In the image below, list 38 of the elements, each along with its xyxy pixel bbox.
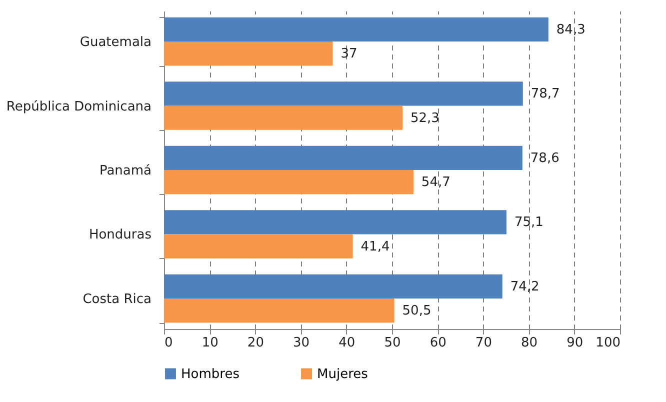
bar xyxy=(164,106,402,130)
data-label: 78,6 xyxy=(530,150,560,166)
bar xyxy=(164,234,353,258)
y-tick-label: República Dominicana xyxy=(6,99,152,114)
data-label: 41,4 xyxy=(360,239,390,254)
bar xyxy=(164,17,548,42)
x-tick-label: 10 xyxy=(202,336,218,350)
data-label: 52,3 xyxy=(410,110,440,126)
x-tick-label: 50 xyxy=(384,336,401,350)
data-label: 50,5 xyxy=(402,304,432,319)
data-label: 54,7 xyxy=(421,175,450,190)
bar xyxy=(164,146,522,170)
x-tick-label: 30 xyxy=(293,336,310,350)
bar xyxy=(164,210,506,234)
x-tick-label: 70 xyxy=(475,336,492,350)
bar xyxy=(164,42,333,66)
data-label: 37 xyxy=(340,46,358,62)
x-tick-label: 100 xyxy=(596,336,620,350)
y-tick-label: Panamá xyxy=(99,164,152,178)
bar xyxy=(164,274,502,298)
bar xyxy=(164,298,394,323)
legend-label: Hombres xyxy=(181,366,240,382)
bar xyxy=(164,170,414,194)
data-label: 75,1 xyxy=(514,215,544,230)
data-label: 78,7 xyxy=(530,86,560,102)
y-tick-label: Guatemala xyxy=(80,35,152,50)
x-tick-label: 60 xyxy=(430,336,446,350)
legend-label: Mujeres xyxy=(317,366,368,382)
data-label: 84,3 xyxy=(556,22,586,38)
bar xyxy=(164,82,523,106)
y-tick-label: Costa Rica xyxy=(82,292,152,307)
x-tick-label: 0 xyxy=(164,336,173,350)
x-tick-label: 80 xyxy=(521,336,538,350)
y-tick-label: Honduras xyxy=(88,228,152,243)
x-tick-label: 40 xyxy=(338,336,356,350)
x-tick-label: 20 xyxy=(247,336,264,350)
x-tick-label: 90 xyxy=(566,336,584,350)
data-label: 74,2 xyxy=(510,279,540,294)
